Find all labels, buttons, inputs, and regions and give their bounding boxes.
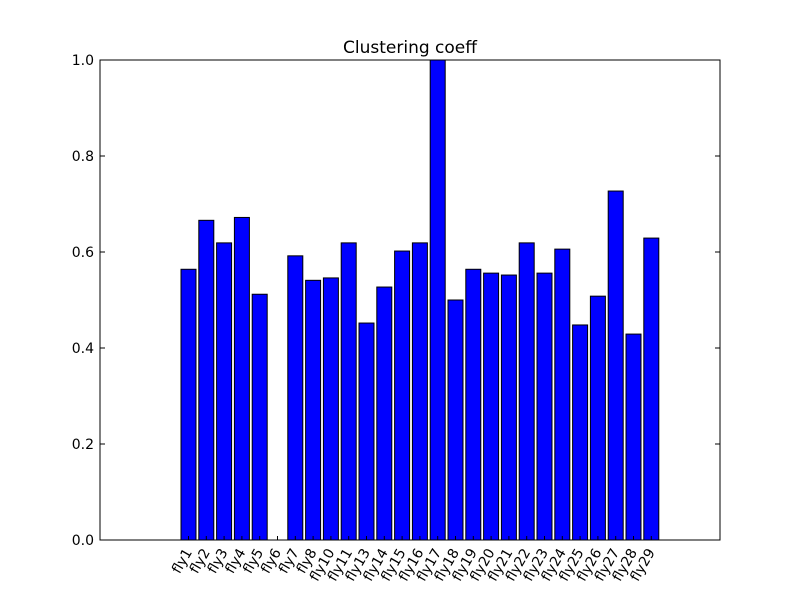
- bar-fly23: [536, 272, 553, 541]
- bar-fly7: [287, 255, 304, 541]
- bar-fly28: [625, 333, 642, 541]
- bar-fly8: [305, 279, 322, 541]
- bar-fly13: [358, 322, 375, 541]
- bar-fly11: [340, 242, 357, 541]
- bar-fly19: [465, 268, 482, 541]
- y-tick-label: 0.8: [72, 149, 94, 165]
- bar-fly26: [589, 295, 606, 541]
- chart-title: Clustering coeff: [343, 38, 478, 58]
- bar-fly25: [572, 324, 589, 541]
- y-tick-label: 0.4: [72, 341, 94, 357]
- y-axis: 0.0 0.2 0.4 0.6 0.8 1.0: [72, 53, 720, 549]
- bar-fly20: [483, 272, 500, 541]
- y-tick-label: 0.6: [72, 245, 94, 261]
- bar-fly16: [411, 242, 428, 541]
- bar-fly21: [500, 274, 517, 541]
- bar-fly18: [447, 299, 464, 541]
- bar-fly1: [180, 268, 197, 541]
- bar-fly5: [251, 293, 268, 541]
- bar-fly2: [198, 219, 215, 541]
- plot-area-frame: [99, 59, 721, 541]
- bar-fly3: [216, 242, 233, 541]
- bar-fly27: [607, 190, 624, 541]
- x-axis: fly1fly2fly3fly4fly5fly6fly7fly8fly10fly…: [169, 536, 659, 584]
- bar-fly24: [554, 248, 571, 541]
- bar-fly17: [429, 59, 446, 541]
- bars-layer: [180, 59, 660, 541]
- bar-fly15: [394, 250, 411, 541]
- bar-fly4: [233, 216, 250, 541]
- y-tick-label: 0.2: [72, 437, 94, 453]
- bar-fly22: [518, 242, 535, 541]
- y-tick-label: 1.0: [72, 53, 94, 69]
- bar-fly10: [322, 277, 339, 541]
- bar-fly14: [376, 286, 393, 541]
- bar-fly29: [643, 237, 660, 541]
- y-tick-label: 0.0: [72, 533, 94, 549]
